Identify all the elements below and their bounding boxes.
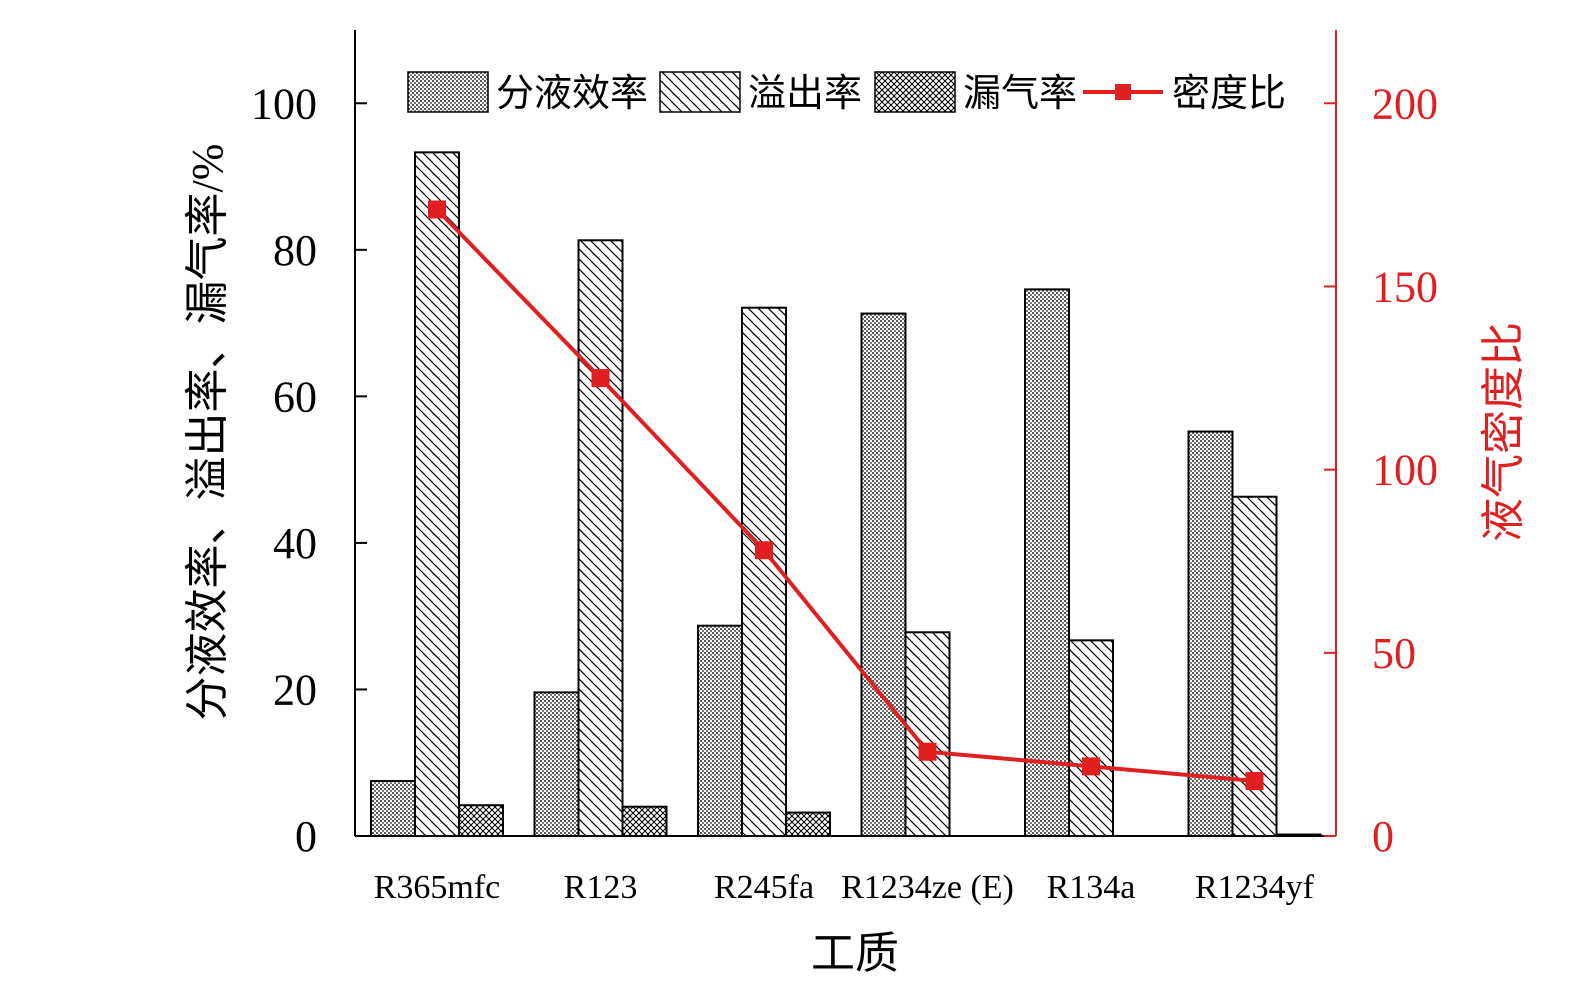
x-tick-label-0: R365mfc <box>374 869 501 906</box>
x-axis-title: 工质 <box>811 929 899 978</box>
left-y-tick-label-5: 100 <box>251 79 317 128</box>
x-tick-label-3: R1234ze (E) <box>841 869 1014 906</box>
left-y-tick-label-3: 60 <box>273 372 317 421</box>
left-y-axis-title: 分液效率、溢出率、漏气率/% <box>183 144 232 721</box>
right-y-tick-label-2: 100 <box>1372 446 1438 495</box>
right-y-axis-title: 液气密度比 <box>1479 322 1528 542</box>
left-y-tick-label-1: 20 <box>273 665 317 714</box>
density-ratio-marker-1 <box>591 369 610 388</box>
bar-dots-0 <box>370 780 416 838</box>
bar-dots-2 <box>697 624 743 837</box>
density-ratio-line-layer <box>428 200 1264 791</box>
x-tick-label-5: R1234yf <box>1195 869 1315 906</box>
left-y-tick-label-0: 0 <box>295 812 317 861</box>
right-y-ticks: 0 50 100 150 200 <box>1324 79 1438 861</box>
bars-layer <box>370 151 1322 838</box>
x-tick-label-4: R134a <box>1047 869 1136 906</box>
legend-marker-density-ratio <box>1115 84 1131 100</box>
legend-label-leak-rate: 漏气率 <box>963 73 1077 115</box>
right-y-tick-label-4: 200 <box>1372 79 1438 128</box>
legend: 分液效率 溢出率 漏气率 密度比 <box>407 71 1286 115</box>
left-y-tick-label-2: 40 <box>273 519 317 568</box>
legend-swatch-overflow-rate <box>659 71 741 113</box>
legend-swatch-leak-rate <box>874 71 956 113</box>
density-ratio-marker-2 <box>755 541 773 560</box>
bar-hatch-2 <box>741 306 787 838</box>
bar-crosshatch-1 <box>621 805 668 838</box>
left-y-tick-label-4: 80 <box>273 226 317 275</box>
legend-label-overflow-rate: 溢出率 <box>748 73 862 115</box>
right-y-tick-label-1: 50 <box>1372 629 1416 678</box>
right-y-tick-label-3: 150 <box>1372 262 1438 311</box>
legend-label-density-ratio: 密度比 <box>1172 73 1286 115</box>
density-ratio-line <box>435 208 1255 784</box>
bar-hatch-4 <box>1068 639 1114 837</box>
right-y-tick-label-0: 0 <box>1372 812 1394 861</box>
bar-dots-3 <box>860 312 907 838</box>
legend-label-separation-efficiency: 分液效率 <box>496 73 648 115</box>
density-ratio-marker-3 <box>918 742 937 761</box>
left-y-ticks: 0 20 40 60 80 100 <box>251 79 367 861</box>
bar-dots-4 <box>1024 288 1070 838</box>
density-ratio-marker-0 <box>428 200 446 219</box>
density-ratio-marker-4 <box>1082 757 1100 776</box>
x-tick-label-1: R123 <box>564 869 638 906</box>
x-tick-labels: R365mfc R123 R245fa R1234ze (E) R134a R1234yf <box>374 869 1315 906</box>
legend-swatch-separation-efficiency <box>407 71 489 113</box>
bar-hatch-0 <box>414 151 460 837</box>
bar-hatch-1 <box>577 239 624 837</box>
bar-crosshatch-0 <box>458 804 504 838</box>
density-ratio-marker-5 <box>1245 772 1264 791</box>
x-tick-label-2: R245fa <box>714 869 814 906</box>
bar-crosshatch-2 <box>785 811 831 838</box>
bar-dots-1 <box>533 691 580 837</box>
